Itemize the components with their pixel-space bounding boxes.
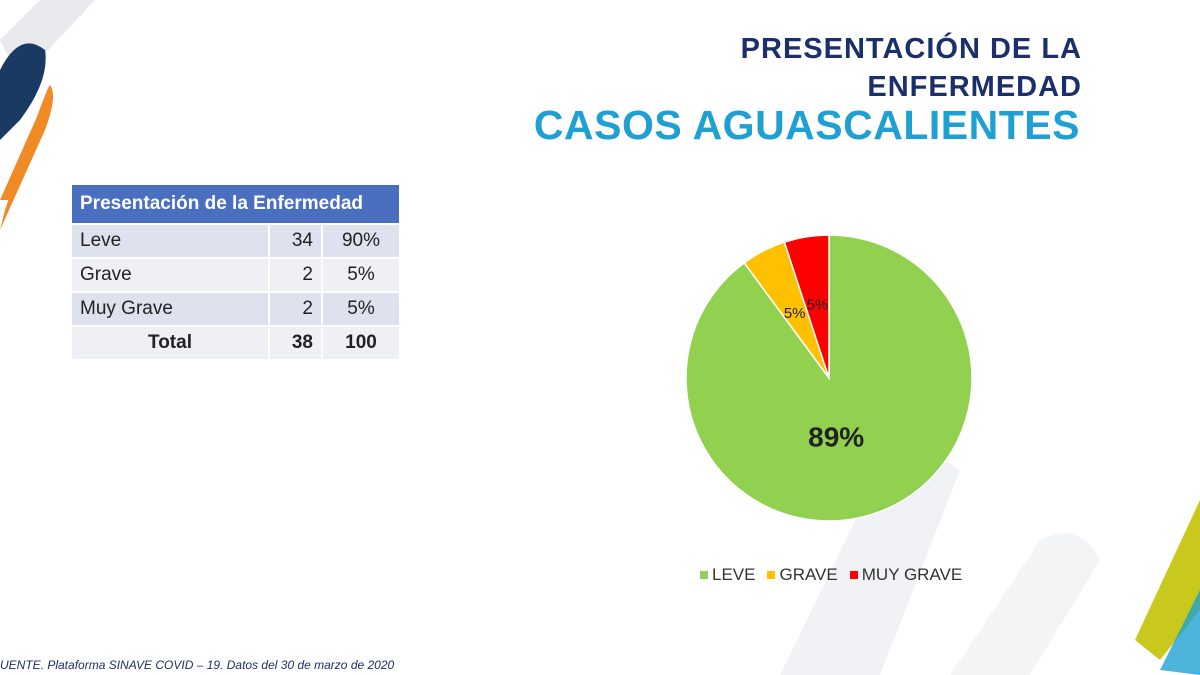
row-count: 34 [270,225,321,257]
legend-label: MUY GRAVE [861,565,963,584]
title-line-1: PRESENTACIÓN DE LA [740,33,1082,65]
page-subtitle: CASOS AGUASCALIENTES [533,102,1080,148]
legend-label: GRAVE [779,565,838,584]
data-table: Presentación de la Enfermedad Leve 34 90… [70,183,401,361]
page-title: PRESENTACIÓN DE LA ENFERMEDAD [482,30,1082,106]
row-count: 2 [270,259,321,291]
row-pct: 90% [323,225,399,257]
source-note: UENTE. Plataforma SINAVE COVID – 19. Dat… [0,658,395,672]
chart-legend: LEVE GRAVE MUY GRAVE [700,565,962,585]
legend-item: LEVE [700,565,755,585]
total-label: Total [72,327,268,359]
legend-swatch [849,571,858,579]
row-label: Grave [72,259,268,291]
table-row: Leve 34 90% [72,225,399,257]
legend-item: GRAVE [767,565,838,585]
row-label: Muy Grave [72,293,268,325]
row-pct: 5% [323,293,399,325]
pie-data-label: 5% [807,296,829,313]
title-line-2: ENFERMEDAD [867,71,1082,103]
legend-swatch [700,571,708,579]
row-label: Leve [72,225,268,257]
row-pct: 5% [323,259,399,291]
total-pct: 100 [323,327,399,359]
legend-item: MUY GRAVE [849,565,963,585]
total-count: 38 [270,327,321,359]
table-row: Grave 2 5% [72,259,399,291]
legend-label: LEVE [712,565,756,584]
table-total-row: Total 38 100 [72,327,399,359]
pie-data-label: 89% [808,422,864,453]
table-row: Muy Grave 2 5% [72,293,399,325]
pie-data-label: 5% [784,305,806,322]
table-header: Presentación de la Enfermedad [72,185,399,223]
legend-swatch [767,571,776,579]
row-count: 2 [270,293,321,325]
pie-slice-muy-grave [783,234,830,379]
